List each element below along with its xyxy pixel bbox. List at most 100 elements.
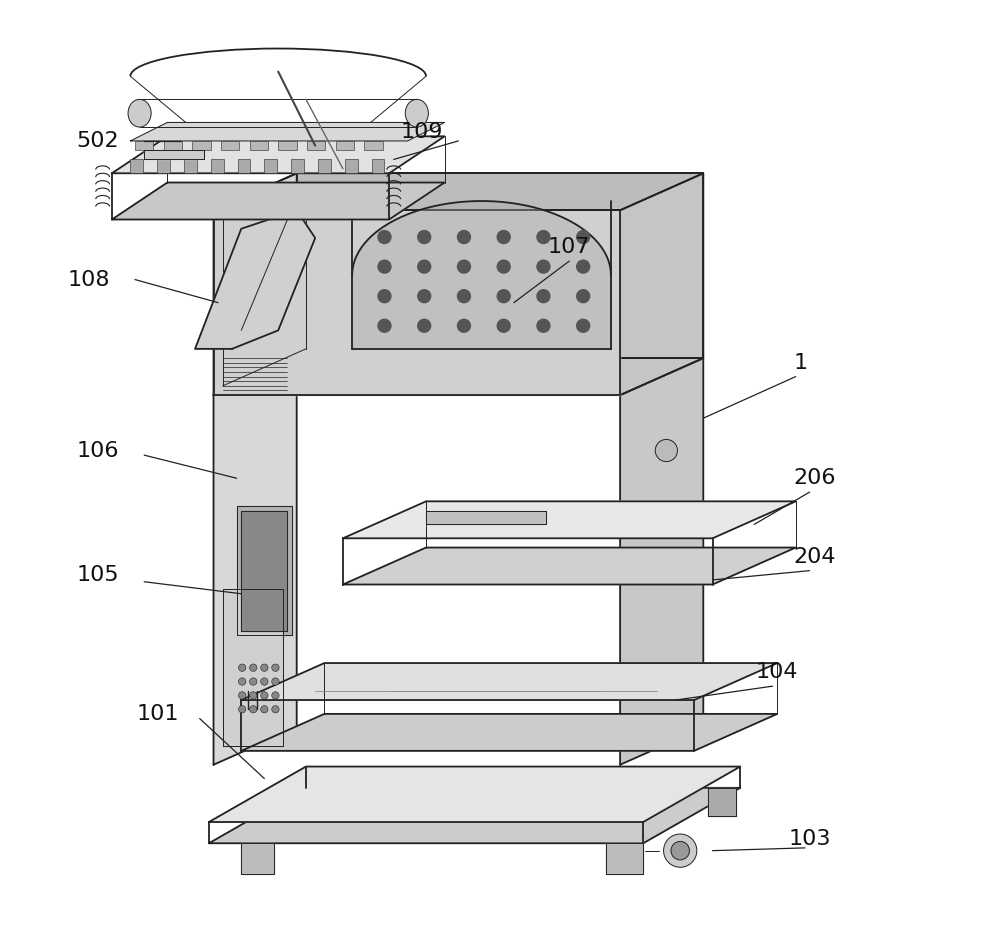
Polygon shape <box>241 510 287 630</box>
Bar <box>264 159 277 174</box>
Text: 105: 105 <box>77 566 119 585</box>
Circle shape <box>457 319 470 332</box>
Polygon shape <box>209 766 740 822</box>
Bar <box>278 141 297 150</box>
Circle shape <box>261 691 268 699</box>
Circle shape <box>418 319 431 332</box>
Bar <box>184 159 197 174</box>
Circle shape <box>378 260 391 273</box>
Text: 103: 103 <box>788 828 831 849</box>
Ellipse shape <box>128 99 151 127</box>
Text: 109: 109 <box>400 122 443 142</box>
Circle shape <box>272 664 279 672</box>
Polygon shape <box>237 506 292 635</box>
Polygon shape <box>241 663 777 700</box>
Circle shape <box>261 678 268 686</box>
Polygon shape <box>606 843 643 874</box>
Bar <box>135 141 153 150</box>
Circle shape <box>238 664 246 672</box>
Circle shape <box>272 678 279 686</box>
Circle shape <box>537 231 550 244</box>
Polygon shape <box>223 589 283 747</box>
Text: 204: 204 <box>793 547 835 567</box>
Bar <box>157 159 170 174</box>
Polygon shape <box>241 714 777 750</box>
Polygon shape <box>426 510 546 524</box>
Ellipse shape <box>405 99 428 127</box>
Circle shape <box>671 841 689 860</box>
Circle shape <box>378 290 391 303</box>
Polygon shape <box>297 174 703 358</box>
Text: 108: 108 <box>68 269 110 290</box>
Circle shape <box>250 691 257 699</box>
Bar <box>192 141 211 150</box>
Circle shape <box>272 691 279 699</box>
Polygon shape <box>620 174 703 395</box>
Text: 502: 502 <box>77 131 119 151</box>
Bar <box>164 141 182 150</box>
Circle shape <box>378 319 391 332</box>
Bar <box>372 159 384 174</box>
Polygon shape <box>214 174 297 395</box>
Polygon shape <box>130 123 445 141</box>
Circle shape <box>457 231 470 244</box>
Circle shape <box>238 678 246 686</box>
Bar <box>345 159 358 174</box>
Text: 1: 1 <box>793 353 807 372</box>
Circle shape <box>664 834 697 868</box>
Circle shape <box>261 705 268 713</box>
Text: 101: 101 <box>137 704 179 724</box>
Polygon shape <box>343 501 796 538</box>
Bar <box>307 141 325 150</box>
Text: 107: 107 <box>548 237 591 257</box>
Circle shape <box>250 705 257 713</box>
Bar <box>238 159 250 174</box>
Circle shape <box>655 439 677 461</box>
Circle shape <box>537 290 550 303</box>
Circle shape <box>577 319 590 332</box>
Text: 106: 106 <box>77 441 119 461</box>
Circle shape <box>497 260 510 273</box>
Polygon shape <box>708 788 736 815</box>
Polygon shape <box>214 358 297 764</box>
Circle shape <box>261 664 268 672</box>
Text: 104: 104 <box>756 662 798 682</box>
Polygon shape <box>241 843 274 874</box>
Circle shape <box>250 664 257 672</box>
Polygon shape <box>112 183 445 219</box>
Polygon shape <box>144 150 204 159</box>
Circle shape <box>238 691 246 699</box>
Polygon shape <box>209 788 740 843</box>
Bar <box>130 159 143 174</box>
Circle shape <box>457 260 470 273</box>
Bar <box>318 159 331 174</box>
Bar <box>291 159 304 174</box>
Bar <box>364 141 383 150</box>
Circle shape <box>577 260 590 273</box>
Circle shape <box>577 290 590 303</box>
Circle shape <box>577 231 590 244</box>
Bar <box>221 141 239 150</box>
Circle shape <box>378 231 391 244</box>
Circle shape <box>250 678 257 686</box>
Circle shape <box>497 231 510 244</box>
Circle shape <box>497 290 510 303</box>
Polygon shape <box>214 210 620 395</box>
Circle shape <box>238 705 246 713</box>
Circle shape <box>418 231 431 244</box>
Circle shape <box>497 319 510 332</box>
Bar <box>211 159 224 174</box>
Polygon shape <box>112 136 445 174</box>
Bar <box>336 141 354 150</box>
Polygon shape <box>343 548 796 584</box>
Circle shape <box>272 705 279 713</box>
Polygon shape <box>620 358 703 764</box>
Circle shape <box>457 290 470 303</box>
Polygon shape <box>195 210 315 349</box>
Circle shape <box>418 260 431 273</box>
Bar <box>250 141 268 150</box>
Circle shape <box>418 290 431 303</box>
Circle shape <box>537 319 550 332</box>
Polygon shape <box>214 358 703 395</box>
Circle shape <box>537 260 550 273</box>
